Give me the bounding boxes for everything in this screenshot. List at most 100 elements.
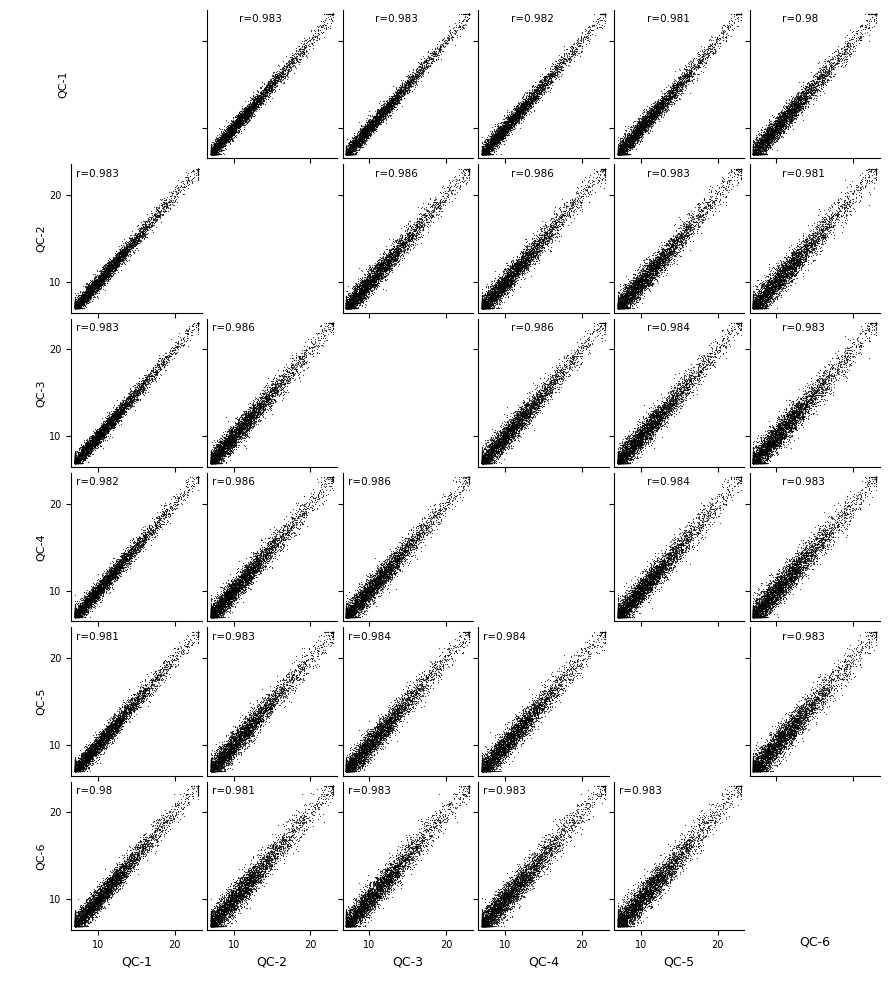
Point xyxy=(733,473,748,489)
Point xyxy=(230,420,244,436)
Point xyxy=(617,913,631,929)
Point xyxy=(380,566,394,582)
Point xyxy=(148,514,162,530)
Point xyxy=(477,918,491,934)
Point xyxy=(361,118,375,134)
Point xyxy=(579,642,593,658)
Point xyxy=(238,415,252,431)
Point xyxy=(121,392,135,408)
Point xyxy=(162,352,176,368)
Point xyxy=(765,291,780,307)
Point xyxy=(68,763,82,779)
Point xyxy=(340,300,354,316)
Point xyxy=(240,717,254,733)
Point xyxy=(551,222,565,238)
Point xyxy=(361,113,375,129)
Point xyxy=(501,268,516,284)
Point xyxy=(525,85,539,101)
Point xyxy=(93,431,108,447)
Point xyxy=(110,406,124,422)
Point xyxy=(68,609,82,625)
Point xyxy=(252,866,267,882)
Point xyxy=(655,399,669,415)
Point xyxy=(215,749,229,765)
Point xyxy=(477,297,491,313)
Point xyxy=(475,913,489,929)
Point xyxy=(79,738,93,754)
Point xyxy=(786,722,800,738)
Point xyxy=(326,631,340,647)
Point xyxy=(75,759,89,775)
Point xyxy=(789,255,803,271)
Point xyxy=(622,910,637,926)
Point xyxy=(341,296,356,312)
Point xyxy=(747,763,761,779)
Point xyxy=(267,849,281,865)
Point xyxy=(109,713,124,729)
Point xyxy=(413,61,428,77)
Point xyxy=(709,801,724,817)
Point xyxy=(556,667,570,683)
Point xyxy=(549,841,563,857)
Point xyxy=(747,447,761,463)
Point xyxy=(99,729,113,745)
Point xyxy=(293,660,308,676)
Point xyxy=(515,724,529,740)
Point xyxy=(340,146,355,162)
Point xyxy=(637,118,651,134)
Point xyxy=(232,735,246,751)
Point xyxy=(353,750,367,766)
Point xyxy=(640,421,654,437)
Point xyxy=(220,409,234,425)
Point xyxy=(780,558,794,574)
Point xyxy=(68,609,82,625)
Point xyxy=(93,580,108,596)
Point xyxy=(95,265,109,281)
Point xyxy=(645,870,659,886)
Point xyxy=(676,861,690,877)
Point xyxy=(657,859,671,875)
Point xyxy=(350,588,364,604)
Point xyxy=(747,449,761,465)
Point xyxy=(503,112,517,128)
Point xyxy=(765,743,779,759)
Point xyxy=(621,596,635,612)
Point xyxy=(511,413,525,429)
Point xyxy=(789,401,803,417)
Point xyxy=(89,268,103,284)
Point xyxy=(495,122,509,138)
Point xyxy=(647,257,661,273)
Point xyxy=(205,910,220,926)
Point xyxy=(236,579,250,595)
Point xyxy=(413,686,428,702)
Point xyxy=(68,609,82,625)
Point xyxy=(503,879,517,895)
Point xyxy=(640,412,654,428)
Point xyxy=(778,720,792,736)
Point xyxy=(68,909,82,925)
Point xyxy=(380,562,395,578)
Point xyxy=(479,279,493,295)
Point xyxy=(229,729,244,745)
Point xyxy=(815,75,829,91)
Point xyxy=(611,454,625,470)
Point xyxy=(611,146,625,162)
Point xyxy=(104,256,118,272)
Point xyxy=(542,383,557,399)
Point xyxy=(395,236,409,252)
Point xyxy=(368,887,382,903)
Point xyxy=(620,130,634,146)
Point xyxy=(136,223,150,239)
Point xyxy=(212,137,226,153)
Point xyxy=(849,658,863,674)
Point xyxy=(352,753,366,769)
Point xyxy=(300,33,315,49)
Point xyxy=(663,860,677,876)
Point xyxy=(788,95,802,111)
Point xyxy=(716,174,730,190)
Point xyxy=(168,644,182,660)
Point xyxy=(381,868,396,884)
Point xyxy=(211,905,225,921)
Point xyxy=(326,626,340,642)
Point xyxy=(803,708,817,724)
